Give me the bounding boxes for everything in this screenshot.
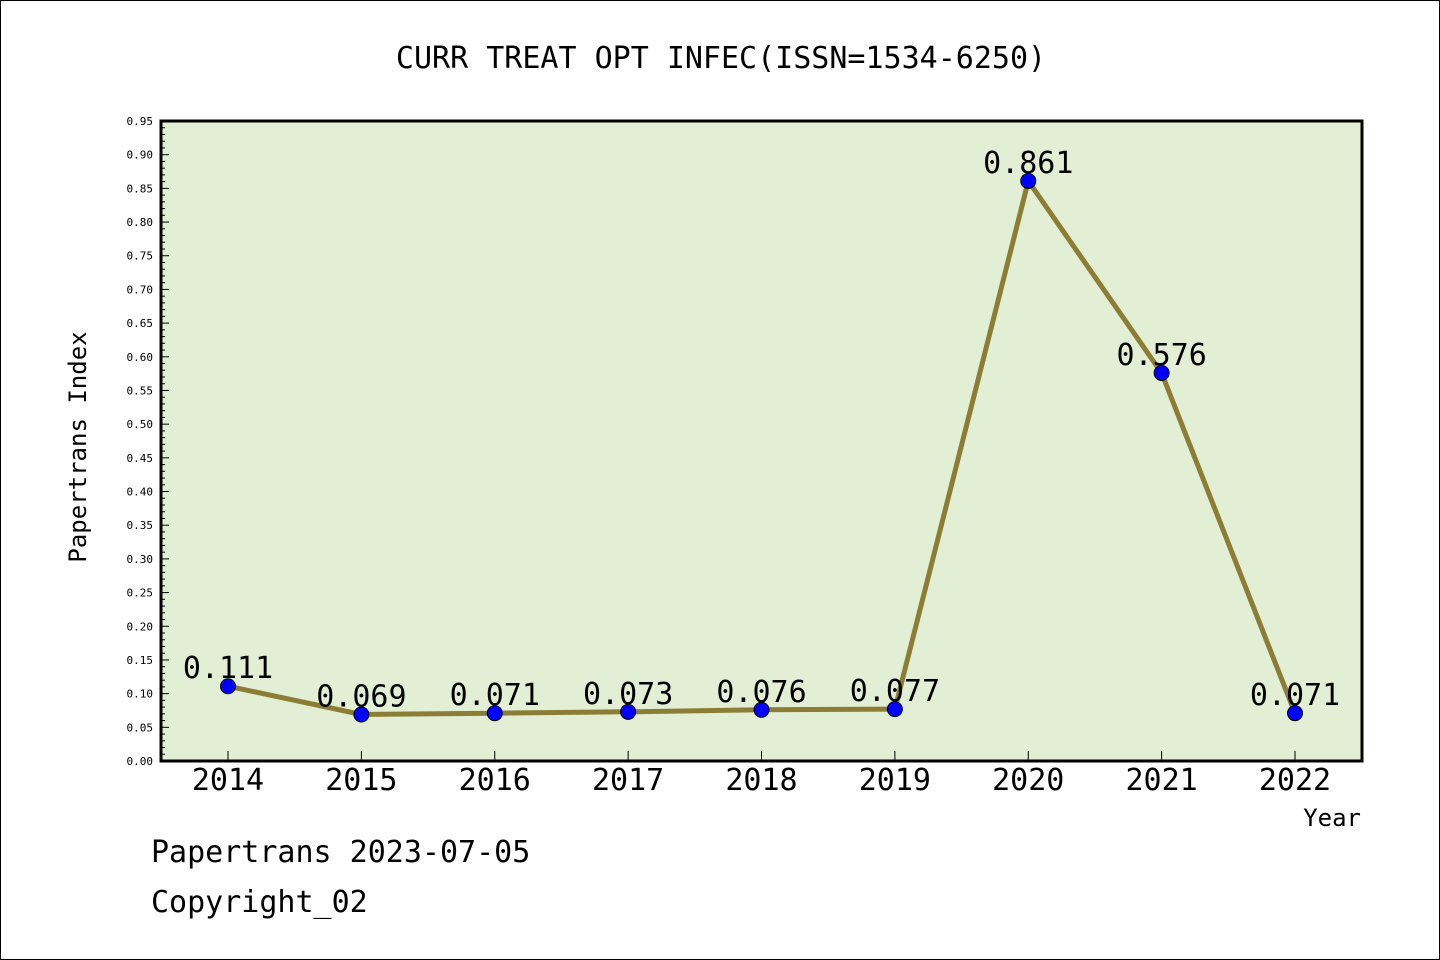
y-tick-label: 0.20 bbox=[127, 620, 154, 633]
y-tick-label: 0.60 bbox=[127, 351, 154, 364]
footer-copyright: Copyright_02 bbox=[151, 885, 368, 920]
data-label: 0.071 bbox=[1250, 678, 1340, 713]
y-tick-label: 0.65 bbox=[127, 317, 154, 330]
data-label: 0.111 bbox=[183, 651, 273, 686]
data-point bbox=[1153, 364, 1170, 381]
y-tick-label: 0.45 bbox=[127, 452, 154, 465]
plot-frame bbox=[159, 119, 1364, 763]
data-label: 0.069 bbox=[316, 680, 406, 715]
data-point bbox=[1020, 172, 1037, 189]
data-point bbox=[753, 701, 770, 718]
x-tick-label: 2021 bbox=[1126, 763, 1198, 798]
x-tick-label: 2019 bbox=[859, 763, 931, 798]
y-tick-label: 0.00 bbox=[127, 755, 154, 768]
y-tick-label: 0.25 bbox=[127, 587, 154, 600]
data-label: 0.576 bbox=[1116, 338, 1206, 373]
data-point bbox=[1287, 705, 1303, 722]
x-axis-label: Year bbox=[1303, 804, 1361, 832]
y-tick-label: 0.15 bbox=[127, 654, 154, 667]
y-tick-label: 0.90 bbox=[127, 149, 154, 162]
x-tick-label: 2022 bbox=[1259, 763, 1331, 798]
y-tick-label: 0.95 bbox=[127, 115, 154, 128]
data-label: 0.076 bbox=[716, 675, 806, 710]
y-tick-label: 0.70 bbox=[127, 283, 154, 296]
plot-area bbox=[161, 121, 1362, 761]
data-point bbox=[353, 706, 370, 723]
data-point bbox=[620, 703, 637, 720]
data-label: 0.861 bbox=[983, 146, 1073, 181]
y-tick-label: 0.35 bbox=[127, 519, 154, 532]
y-tick-label: 0.10 bbox=[127, 688, 154, 701]
y-tick-label: 0.55 bbox=[127, 384, 154, 397]
chart-title: CURR TREAT OPT INFEC(ISSN=1534-6250) bbox=[396, 41, 1046, 76]
y-tick-label: 0.30 bbox=[127, 553, 154, 566]
data-point bbox=[886, 701, 903, 718]
y-tick-label: 0.85 bbox=[127, 182, 154, 195]
x-tick-label: 2020 bbox=[992, 763, 1064, 798]
data-label: 0.073 bbox=[583, 677, 673, 712]
x-tick-label: 2015 bbox=[325, 763, 397, 798]
y-tick-label: 0.80 bbox=[127, 216, 154, 229]
x-tick-label: 2017 bbox=[592, 763, 664, 798]
data-label: 0.071 bbox=[450, 678, 540, 713]
y-tick-label: 0.50 bbox=[127, 418, 154, 431]
data-point bbox=[486, 705, 503, 722]
y-tick-label: 0.40 bbox=[127, 486, 154, 499]
x-tick-label: 2014 bbox=[192, 763, 264, 798]
footer-date: Papertrans 2023-07-05 bbox=[151, 835, 531, 870]
data-point bbox=[220, 678, 236, 695]
y-tick-label: 0.05 bbox=[127, 721, 154, 734]
y-tick-label: 0.75 bbox=[127, 250, 154, 263]
data-label: 0.077 bbox=[850, 674, 940, 709]
y-axis-label: Papertrans Index bbox=[64, 331, 92, 562]
x-tick-label: 2016 bbox=[459, 763, 531, 798]
x-tick-label: 2018 bbox=[725, 763, 797, 798]
